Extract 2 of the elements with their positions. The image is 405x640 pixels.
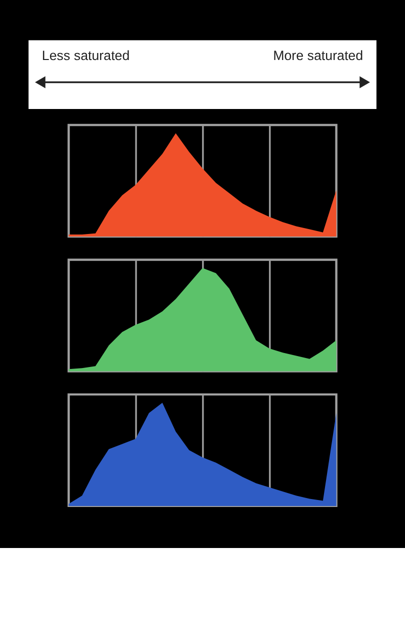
text: Less saturated xyxy=(42,48,130,63)
text: More saturated xyxy=(273,48,364,63)
